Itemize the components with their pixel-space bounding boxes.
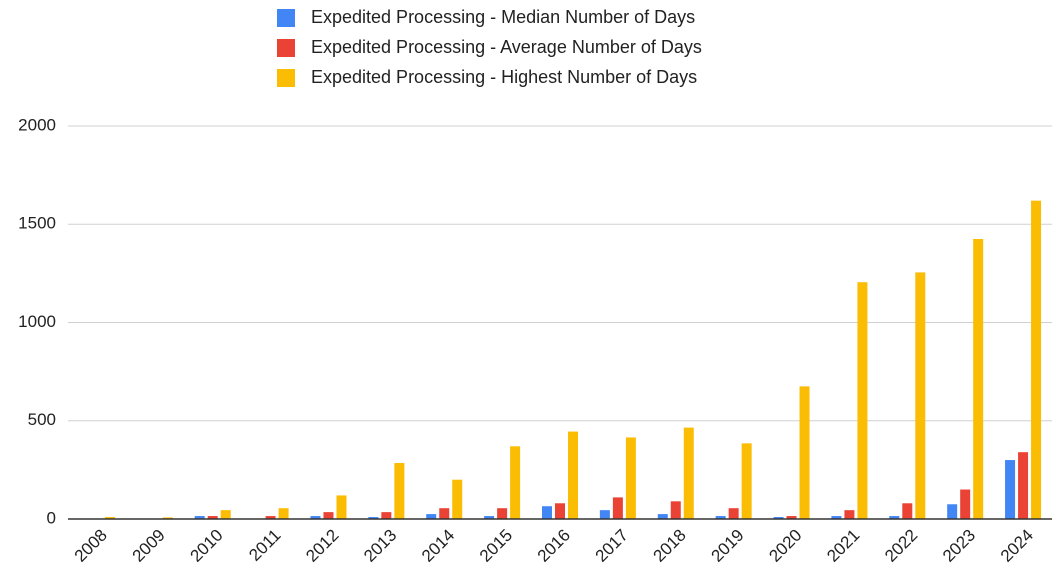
bar [1018, 452, 1029, 519]
legend-swatch [277, 39, 295, 57]
y-tick-label: 1500 [18, 214, 56, 233]
bar [265, 516, 276, 519]
x-tick-label: 2020 [765, 526, 805, 566]
bar [1005, 460, 1016, 519]
bar [844, 510, 855, 519]
bar [336, 495, 347, 519]
x-tick-label: 2017 [592, 526, 632, 566]
bar [323, 512, 334, 519]
bar [715, 516, 726, 519]
x-tick-label: 2014 [418, 526, 458, 566]
x-tick-label: 2010 [187, 526, 227, 566]
bar [194, 516, 205, 519]
legend-label: Expedited Processing - Highest Number of… [311, 67, 697, 87]
bar [568, 431, 578, 519]
bar [207, 516, 218, 519]
bar [657, 514, 668, 519]
x-tick-label: 2018 [650, 526, 690, 566]
x-tick-label: 2019 [707, 526, 747, 566]
bar [426, 514, 437, 519]
bar [625, 437, 636, 519]
bar [368, 517, 379, 519]
legend-label: Expedited Processing - Median Number of … [311, 7, 695, 27]
bar [310, 516, 321, 519]
bar [452, 479, 463, 519]
bar [773, 517, 784, 519]
bar [510, 446, 521, 519]
bar [915, 272, 926, 519]
bar [741, 443, 752, 519]
bar [542, 506, 552, 519]
bar [484, 516, 495, 519]
x-tick-label: 2023 [939, 526, 979, 566]
bar [670, 501, 681, 519]
bar [162, 517, 173, 519]
y-tick-label: 0 [47, 508, 56, 527]
legend-swatch [277, 9, 295, 27]
bar [973, 238, 984, 520]
x-tick-label: 2008 [71, 526, 111, 566]
y-tick-label: 2000 [18, 115, 56, 134]
bar [439, 508, 450, 519]
x-tick-label: 2013 [360, 526, 400, 566]
x-tick-label: 2016 [534, 526, 574, 566]
bar [555, 503, 565, 519]
bar [497, 508, 508, 519]
bar [104, 517, 115, 519]
y-tick-label: 1000 [18, 312, 56, 331]
bar [612, 497, 623, 519]
bar [381, 512, 392, 519]
bar [831, 516, 842, 519]
bar [857, 282, 868, 519]
bar [683, 427, 694, 519]
bar [599, 510, 610, 519]
x-tick-label: 2021 [823, 526, 863, 566]
bar [394, 462, 405, 519]
x-tick-label: 2024 [997, 526, 1037, 566]
bar [278, 508, 289, 519]
x-tick-label: 2009 [129, 526, 169, 566]
bar [947, 504, 958, 519]
bar [786, 516, 797, 519]
legend-swatch [277, 69, 295, 87]
y-tick-label: 500 [28, 410, 56, 429]
bar [1031, 200, 1042, 520]
bar [220, 510, 231, 519]
x-tick-label: 2015 [476, 526, 516, 566]
bar [728, 508, 739, 519]
x-tick-label: 2022 [881, 526, 921, 566]
bar [960, 489, 971, 519]
x-tick-label: 2011 [245, 526, 284, 565]
bar [799, 386, 810, 519]
bar [902, 503, 913, 519]
bar [889, 516, 900, 519]
x-tick-label: 2012 [302, 526, 342, 566]
legend-label: Expedited Processing - Average Number of… [311, 37, 702, 57]
